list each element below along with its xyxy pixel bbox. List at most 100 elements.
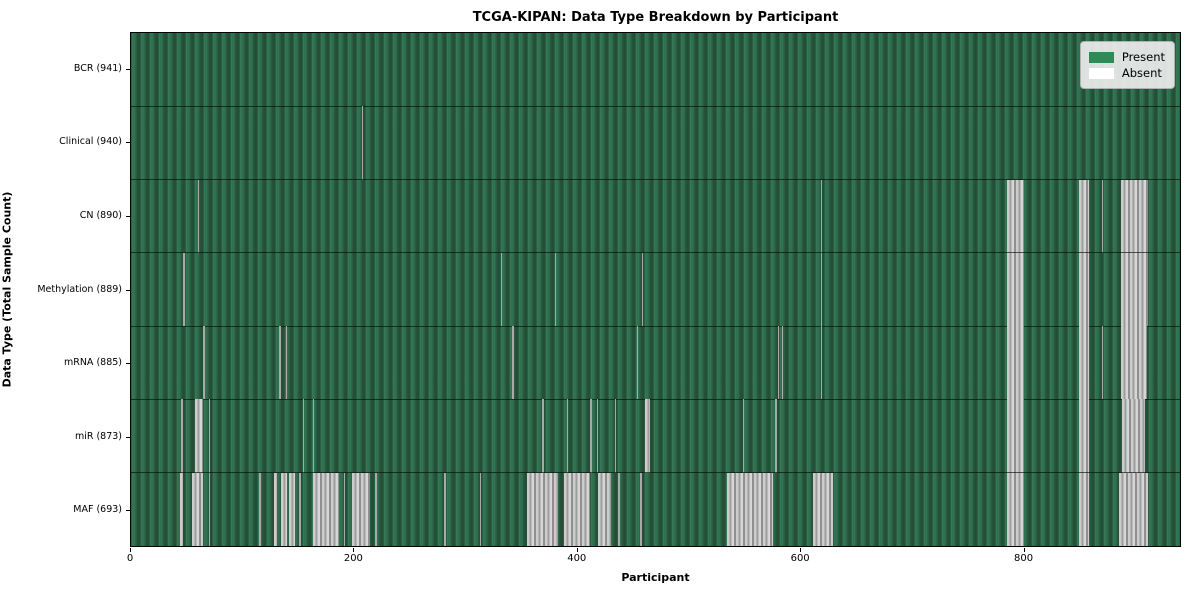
absent-stripe-maf	[299, 472, 301, 546]
absent-stripe-maf	[727, 472, 774, 546]
absent-stripe-maf	[192, 472, 204, 546]
absent-stripe-methylation	[501, 252, 503, 327]
absent-stripe-mrna	[821, 326, 823, 400]
absent-stripe-mir	[1078, 399, 1089, 473]
absent-stripe-mir	[312, 399, 315, 473]
legend-label-absent: Absent	[1121, 66, 1162, 80]
absent-stripe-mrna	[1078, 326, 1089, 400]
y-tick-label-methylation: Methylation (889)	[37, 283, 122, 295]
x-tick-mark	[800, 548, 802, 552]
absent-stripe-maf	[444, 472, 446, 546]
absent-stripe-maf	[343, 472, 346, 546]
absent-stripe-mir	[596, 399, 599, 473]
legend-entry-present: Present	[1088, 50, 1165, 64]
y-tick-label-mir: miR (873)	[74, 430, 122, 442]
absent-stripe-cn	[1120, 179, 1148, 253]
absent-stripe-methylation	[554, 252, 556, 327]
row-separator	[131, 105, 1180, 107]
absent-stripe-maf	[1007, 472, 1024, 546]
absent-stripe-maf	[526, 472, 558, 546]
absent-stripe-methylation	[1078, 252, 1089, 327]
absent-stripe-mrna	[782, 326, 784, 400]
absent-stripe-cn	[1007, 179, 1024, 253]
absent-stripe-maf	[1078, 472, 1089, 546]
x-tick-label: 600	[790, 553, 810, 564]
absent-stripe-mir	[566, 399, 569, 473]
plot-area: Present Absent	[130, 32, 1181, 547]
absent-stripe-cn	[1078, 179, 1089, 253]
absent-stripe-methylation	[641, 252, 643, 327]
chart-title: TCGA-KIPAN: Data Type Breakdown by Parti…	[472, 10, 839, 25]
absent-stripe-mrna	[777, 326, 779, 400]
x-tick-label: 0	[126, 553, 134, 564]
absent-stripe-maf	[375, 472, 377, 546]
absent-stripe-maf	[209, 472, 211, 546]
absent-stripe-maf	[479, 472, 482, 546]
absent-stripe-mir	[614, 399, 617, 473]
x-tick-mark	[1023, 548, 1025, 552]
absent-stripe-maf	[259, 472, 261, 546]
legend: Present Absent	[1079, 41, 1175, 89]
absent-stripe-cn	[197, 179, 200, 253]
row-separator	[131, 472, 1180, 474]
absent-stripe-maf	[289, 472, 295, 546]
present-swatch-icon	[1088, 51, 1114, 63]
absent-stripe-methylation	[183, 252, 185, 327]
absent-stripe-mir	[542, 399, 544, 473]
absent-stripe-methylation	[821, 252, 823, 327]
absent-stripe-mir	[1122, 399, 1146, 473]
absent-stripe-mir	[302, 399, 305, 473]
absent-stripe-maf	[273, 472, 278, 546]
y-tick-mark	[126, 363, 130, 365]
absent-stripe-maf	[351, 472, 370, 546]
absent-stripe-maf	[640, 472, 642, 546]
row-separator	[131, 398, 1180, 400]
absent-stripe-mrna	[279, 326, 281, 400]
absent-swatch-icon	[1088, 67, 1114, 79]
absent-stripe-cn	[1101, 179, 1104, 253]
absent-stripe-clinical	[361, 106, 364, 180]
row-separator	[131, 325, 1180, 327]
absent-stripe-mrna	[203, 326, 205, 400]
absent-stripe-maf	[312, 472, 340, 546]
absent-stripe-mir	[194, 399, 204, 473]
absent-stripe-mrna	[637, 326, 639, 400]
y-tick-mark	[126, 436, 130, 438]
y-tick-label-mrna: mRNA (885)	[63, 357, 122, 369]
absent-stripe-mrna	[1101, 326, 1104, 400]
absent-stripe-maf	[813, 472, 834, 546]
absent-stripe-mir	[590, 399, 592, 473]
absent-stripe-methylation	[1120, 252, 1148, 327]
x-tick-mark	[576, 548, 578, 552]
y-tick-label-clinical: Clinical (940)	[59, 136, 122, 148]
absent-stripe-maf	[1118, 472, 1148, 546]
legend-entry-absent: Absent	[1088, 66, 1165, 80]
absent-stripe-maf	[281, 472, 288, 546]
x-axis-label: Participant	[621, 571, 690, 584]
x-tick-label: 400	[567, 553, 587, 564]
y-tick-mark	[126, 68, 130, 70]
absent-stripe-maf	[618, 472, 620, 546]
absent-stripe-mir	[209, 399, 211, 473]
x-tick-mark	[130, 548, 131, 552]
x-tick-label: 800	[1013, 553, 1034, 564]
absent-stripe-mir	[743, 399, 745, 473]
absent-stripe-maf	[563, 472, 591, 546]
absent-stripe-maf	[180, 472, 184, 546]
absent-stripe-mrna	[1007, 326, 1024, 400]
absent-stripe-mrna	[1120, 326, 1147, 400]
x-tick-mark	[353, 548, 355, 552]
absent-stripe-methylation	[1007, 252, 1024, 327]
y-tick-label-cn: CN (890)	[79, 209, 122, 221]
absent-stripe-mrna	[285, 326, 288, 400]
row-separator	[131, 252, 1180, 254]
absent-stripe-maf	[598, 472, 612, 546]
x-tick-label: 200	[343, 553, 363, 564]
y-tick-label-maf: MAF (693)	[73, 504, 122, 516]
absent-stripe-mrna	[512, 326, 514, 400]
absent-stripe-mir	[1007, 399, 1024, 473]
row-separator	[131, 179, 1180, 181]
y-tick-label-bcr: BCR (941)	[73, 62, 122, 74]
y-tick-mark	[126, 510, 130, 512]
